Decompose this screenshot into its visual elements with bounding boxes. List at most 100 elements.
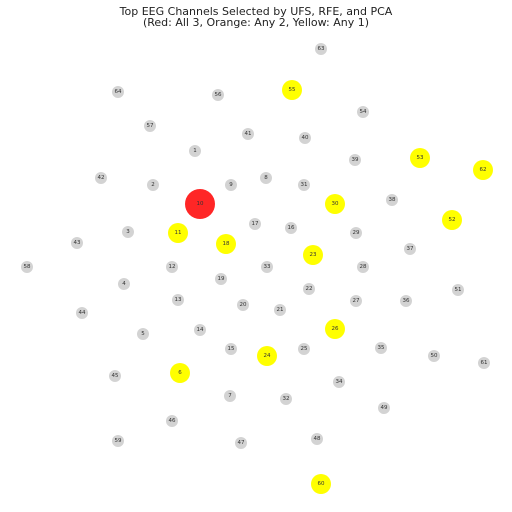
channel-node-22: 22 bbox=[303, 283, 315, 295]
channel-node-64: 64 bbox=[112, 86, 124, 98]
channel-label: 32 bbox=[283, 396, 290, 402]
channel-marker bbox=[298, 179, 310, 191]
channel-marker bbox=[261, 261, 273, 273]
channel-marker bbox=[76, 307, 88, 319]
channel-label: 57 bbox=[147, 123, 154, 129]
channel-label: 26 bbox=[332, 326, 339, 332]
channel-label: 56 bbox=[215, 92, 222, 98]
channel-label: 47 bbox=[238, 440, 245, 446]
channel-label: 48 bbox=[314, 436, 321, 442]
channel-marker bbox=[249, 218, 261, 230]
channel-node-7: 7 bbox=[224, 390, 236, 402]
channel-node-4: 4 bbox=[118, 278, 130, 290]
channel-marker bbox=[112, 86, 124, 98]
channel-label: 40 bbox=[302, 135, 309, 141]
channel-node-5: 5 bbox=[137, 328, 149, 340]
channel-label: 15 bbox=[228, 346, 235, 352]
channel-node-53: 53 bbox=[410, 148, 430, 168]
channel-node-36: 36 bbox=[400, 295, 412, 307]
channel-node-54: 54 bbox=[357, 106, 369, 118]
channel-label: 4 bbox=[122, 281, 126, 287]
channel-node-17: 17 bbox=[249, 218, 261, 230]
channel-marker bbox=[478, 357, 490, 369]
chart-subtitle: (Red: All 3, Orange: Any 2, Yellow: Any … bbox=[142, 16, 370, 29]
channel-label: 52 bbox=[449, 217, 456, 223]
channel-node-35: 35 bbox=[375, 342, 387, 354]
channel-node-39: 39 bbox=[349, 154, 361, 166]
channel-label: 6 bbox=[178, 370, 182, 376]
channel-marker bbox=[303, 245, 323, 265]
channel-marker bbox=[189, 145, 201, 157]
channel-marker bbox=[311, 474, 331, 494]
channel-marker bbox=[144, 120, 156, 132]
channel-node-3: 3 bbox=[122, 226, 134, 238]
channel-label: 42 bbox=[98, 175, 105, 181]
channel-label: 17 bbox=[252, 221, 259, 227]
channel-label: 35 bbox=[378, 345, 385, 351]
channel-node-58: 58 bbox=[21, 261, 33, 273]
channel-marker bbox=[147, 179, 159, 191]
channel-marker bbox=[349, 154, 361, 166]
channel-marker bbox=[404, 243, 416, 255]
channel-node-46: 46 bbox=[166, 415, 178, 427]
channel-node-61: 61 bbox=[478, 357, 490, 369]
channel-label: 12 bbox=[169, 264, 176, 270]
channel-marker bbox=[118, 278, 130, 290]
channel-marker bbox=[166, 415, 178, 427]
channel-marker bbox=[172, 294, 184, 306]
channel-node-1: 1 bbox=[189, 145, 201, 157]
channel-node-15: 15 bbox=[225, 343, 237, 355]
channel-node-27: 27 bbox=[350, 295, 362, 307]
channel-node-43: 43 bbox=[71, 237, 83, 249]
channel-marker bbox=[357, 106, 369, 118]
channel-marker bbox=[194, 324, 206, 336]
channel-label: 1 bbox=[193, 148, 197, 154]
channel-label: 7 bbox=[228, 393, 232, 399]
channel-node-33: 33 bbox=[261, 261, 273, 273]
channel-marker bbox=[71, 237, 83, 249]
channel-label: 25 bbox=[301, 346, 308, 352]
channel-label: 49 bbox=[381, 405, 388, 411]
channel-marker bbox=[303, 283, 315, 295]
channel-node-63: 63 bbox=[315, 43, 327, 55]
channel-marker bbox=[333, 376, 345, 388]
channel-label: 30 bbox=[332, 201, 339, 207]
channel-node-50: 50 bbox=[428, 350, 440, 362]
channel-node-24: 24 bbox=[257, 346, 277, 366]
channel-node-2: 2 bbox=[147, 179, 159, 191]
channel-label: 2 bbox=[151, 182, 155, 188]
channel-marker bbox=[452, 284, 464, 296]
channel-label: 38 bbox=[389, 197, 396, 203]
channel-marker bbox=[299, 132, 311, 144]
channel-node-62: 62 bbox=[473, 160, 493, 180]
channel-label: 8 bbox=[264, 175, 268, 181]
channel-label: 58 bbox=[24, 264, 31, 270]
channel-marker bbox=[282, 80, 302, 100]
chart-title: Top EEG Channels Selected by UFS, RFE, a… bbox=[119, 5, 393, 18]
channel-node-19: 19 bbox=[215, 273, 227, 285]
channel-marker bbox=[315, 43, 327, 55]
channel-marker bbox=[224, 390, 236, 402]
channel-label: 21 bbox=[277, 307, 284, 313]
channel-node-45: 45 bbox=[109, 370, 121, 382]
channel-label: 55 bbox=[289, 87, 296, 93]
channel-marker bbox=[274, 304, 286, 316]
channel-marker bbox=[122, 226, 134, 238]
channel-marker bbox=[109, 370, 121, 382]
channel-label: 41 bbox=[245, 131, 252, 137]
channel-label: 29 bbox=[353, 230, 360, 236]
channel-label: 34 bbox=[336, 379, 343, 385]
channel-node-32: 32 bbox=[280, 393, 292, 405]
channel-marker bbox=[215, 273, 227, 285]
channel-node-14: 14 bbox=[194, 324, 206, 336]
channel-marker bbox=[375, 342, 387, 354]
channel-label: 22 bbox=[306, 286, 313, 292]
channel-node-20: 20 bbox=[237, 299, 249, 311]
channel-marker bbox=[257, 346, 277, 366]
channel-marker bbox=[137, 328, 149, 340]
channel-marker bbox=[285, 222, 297, 234]
channel-label: 39 bbox=[352, 157, 359, 163]
channel-label: 37 bbox=[407, 246, 414, 252]
channel-node-18: 18 bbox=[216, 234, 236, 254]
channel-label: 11 bbox=[175, 230, 182, 236]
